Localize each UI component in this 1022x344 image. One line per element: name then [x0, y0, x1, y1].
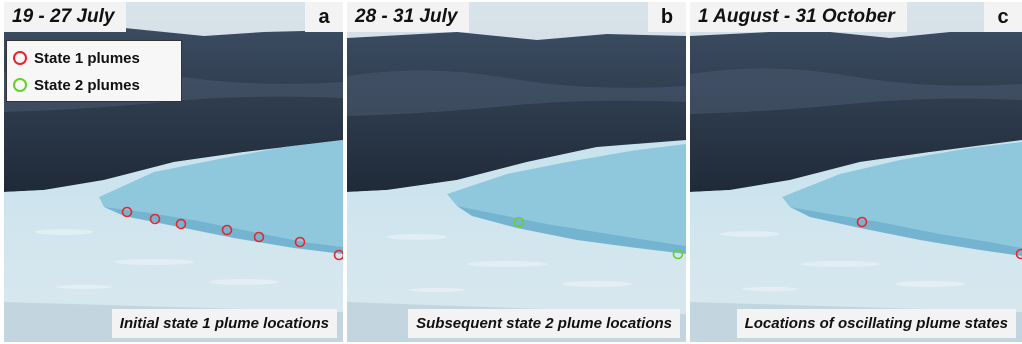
panel-letter: a: [305, 2, 343, 32]
panel-c: 1 August - 31 October c Locations of osc…: [690, 2, 1022, 342]
glacier-photo-c: [690, 2, 1022, 342]
state-1-plume-marker: [856, 216, 868, 228]
legend-label: State 1 plumes: [34, 50, 140, 67]
legend-item-state-2: State 2 plumes: [13, 73, 140, 99]
legend: State 1 plumes State 2 plumes: [6, 40, 182, 102]
panel-a: 19 - 27 July a State 1 plumes State 2 pl…: [4, 2, 343, 342]
state-1-plume-marker: [175, 218, 187, 230]
plume-markers-a: [121, 206, 343, 261]
state-1-plume-marker: [294, 236, 306, 248]
state-1-plume-marker: [121, 206, 133, 218]
green-circle-icon: [13, 78, 27, 93]
date-range-label: 19 - 27 July: [4, 2, 127, 32]
plume-markers-b: [513, 216, 684, 260]
legend-item-state-1: State 1 plumes: [13, 46, 140, 72]
panel-b: 28 - 31 July b Subsequent state 2 plume …: [347, 2, 686, 342]
panel-caption: Subsequent state 2 plume locations: [408, 309, 680, 338]
plume-markers-c: [856, 216, 1022, 260]
date-range-label: 28 - 31 July: [347, 2, 470, 32]
date-range-label: 1 August - 31 October: [690, 2, 907, 32]
panel-letter: c: [984, 2, 1022, 32]
panel-caption: Locations of oscillating plume states: [736, 309, 1016, 338]
state-1-plume-marker: [253, 231, 265, 243]
state-2-plume-marker: [513, 216, 525, 228]
glacier-photo-b: [347, 2, 686, 342]
panel-caption: Initial state 1 plume locations: [111, 309, 337, 338]
state-2-plume-marker: [672, 248, 684, 260]
state-1-plume-marker: [1015, 248, 1022, 260]
panel-letter: b: [648, 2, 686, 32]
state-1-plume-marker: [149, 213, 161, 225]
red-circle-icon: [13, 51, 27, 66]
legend-label: State 2 plumes: [34, 77, 140, 94]
state-1-plume-marker: [333, 249, 343, 261]
state-1-plume-marker: [221, 224, 233, 236]
